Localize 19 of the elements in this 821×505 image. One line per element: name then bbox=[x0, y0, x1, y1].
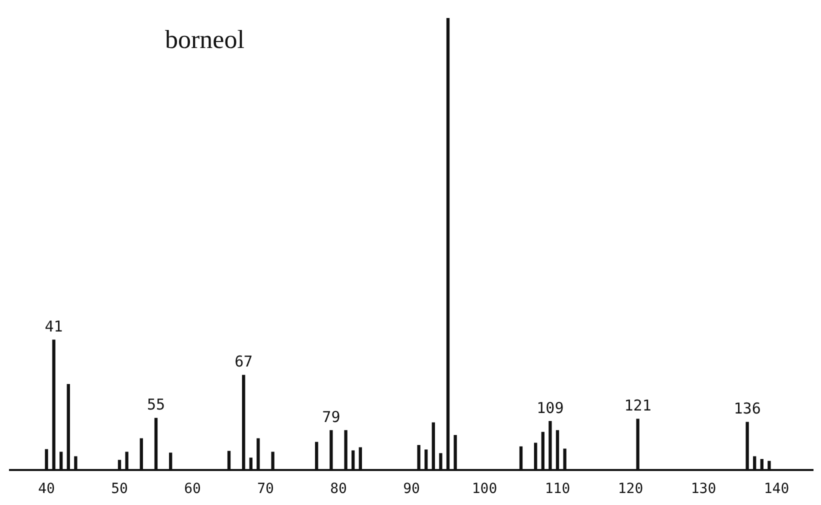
x-tick-label: 80 bbox=[330, 481, 347, 498]
x-tick-label: 50 bbox=[111, 481, 128, 498]
x-tick-label: 60 bbox=[184, 481, 201, 498]
chart-title: borneol bbox=[165, 24, 244, 54]
x-tick-label: 130 bbox=[690, 481, 716, 498]
annotation: 41 bbox=[44, 317, 63, 336]
annotation: 121 bbox=[624, 396, 652, 414]
x-tick-label: 100 bbox=[472, 481, 498, 498]
x-tick-label: 70 bbox=[257, 481, 274, 498]
annotation: 67 bbox=[234, 352, 253, 371]
x-tick-label: 120 bbox=[618, 481, 644, 498]
annotation: 136 bbox=[734, 400, 761, 418]
x-tick-label: 40 bbox=[38, 481, 55, 498]
annotation: 55 bbox=[146, 396, 166, 414]
x-tick-label: 110 bbox=[544, 481, 570, 498]
annotation: 79 bbox=[322, 408, 340, 426]
x-tick-label: 140 bbox=[764, 481, 790, 498]
annotation: 109 bbox=[536, 398, 564, 417]
x-tick-label: 90 bbox=[403, 481, 420, 498]
